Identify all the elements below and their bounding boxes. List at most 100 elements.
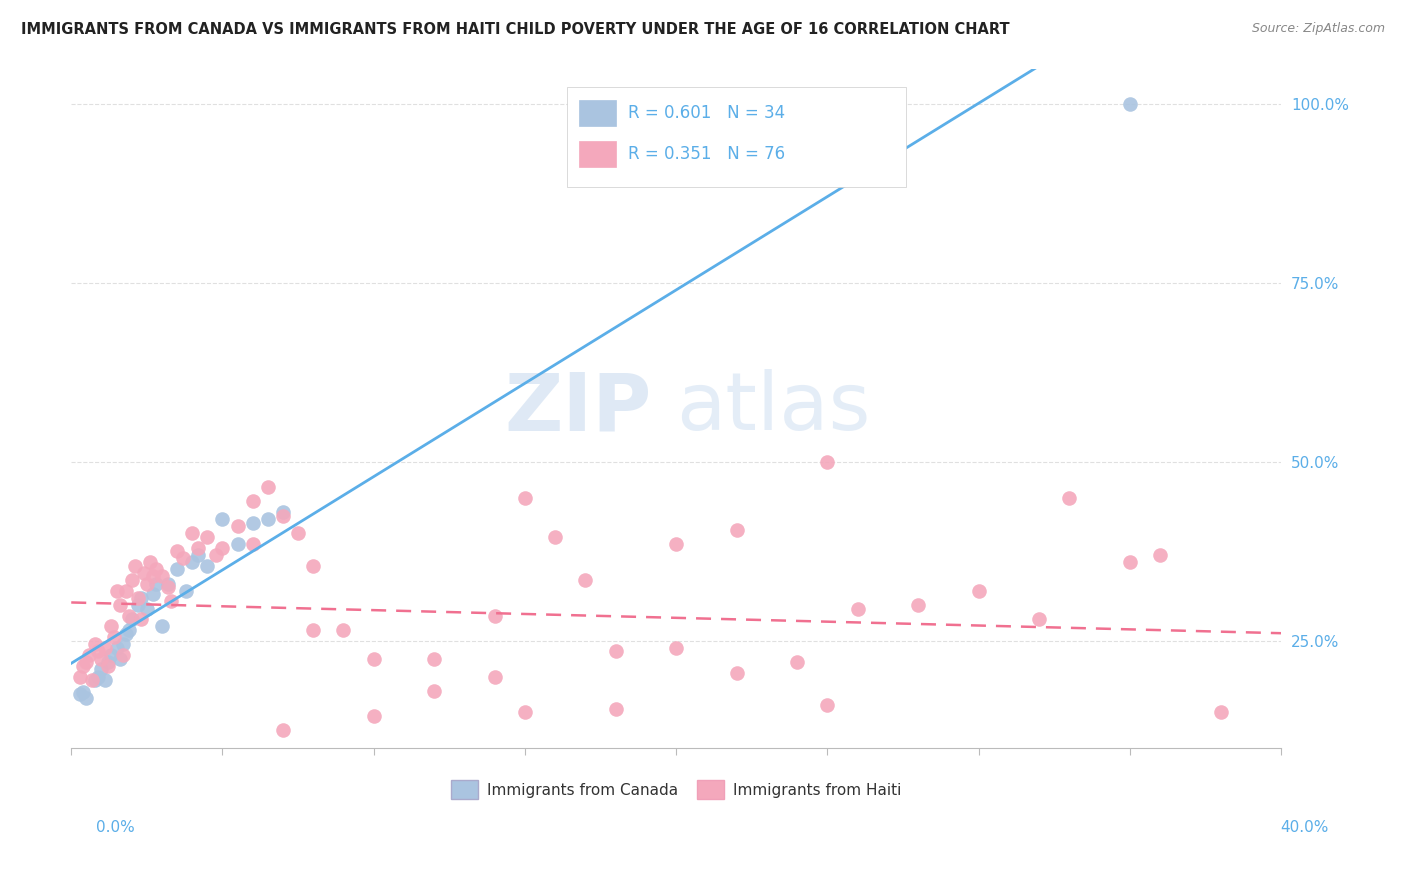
Point bbox=[103, 630, 125, 644]
Point bbox=[484, 669, 506, 683]
Point bbox=[145, 576, 167, 591]
Text: 0.0%: 0.0% bbox=[96, 821, 135, 835]
Point bbox=[187, 548, 209, 562]
Point bbox=[1028, 612, 1050, 626]
Point bbox=[605, 701, 627, 715]
Point bbox=[79, 648, 101, 662]
Point bbox=[135, 576, 157, 591]
Point bbox=[256, 480, 278, 494]
Point bbox=[302, 752, 325, 766]
Point bbox=[271, 723, 294, 738]
Point bbox=[725, 523, 748, 537]
Point bbox=[1119, 555, 1142, 569]
Point bbox=[135, 601, 157, 615]
Point bbox=[801, 112, 824, 126]
Legend: Immigrants from Canada, Immigrants from Haiti: Immigrants from Canada, Immigrants from … bbox=[444, 774, 908, 805]
Point bbox=[157, 576, 180, 591]
Point bbox=[226, 537, 249, 551]
Bar bbox=[579, 101, 616, 127]
Point bbox=[108, 598, 131, 612]
Point bbox=[90, 662, 112, 676]
Point bbox=[118, 608, 141, 623]
Point bbox=[127, 591, 149, 605]
Point bbox=[111, 637, 134, 651]
Point bbox=[907, 773, 929, 788]
Point bbox=[846, 601, 869, 615]
Point bbox=[100, 648, 122, 662]
Point bbox=[150, 569, 173, 583]
Point bbox=[160, 594, 183, 608]
Point bbox=[166, 562, 188, 576]
Point bbox=[195, 558, 218, 573]
Text: R = 0.601   N = 34: R = 0.601 N = 34 bbox=[627, 104, 785, 122]
Text: R = 0.351   N = 76: R = 0.351 N = 76 bbox=[627, 145, 785, 163]
Point bbox=[96, 658, 118, 673]
FancyBboxPatch shape bbox=[567, 87, 905, 187]
Point bbox=[132, 566, 155, 580]
Point bbox=[967, 583, 990, 598]
Point bbox=[271, 508, 294, 523]
Point bbox=[72, 658, 94, 673]
Point bbox=[187, 541, 209, 555]
Bar bbox=[579, 141, 616, 167]
Point bbox=[118, 623, 141, 637]
Point bbox=[513, 706, 536, 720]
Point bbox=[157, 580, 180, 594]
Text: atlas: atlas bbox=[676, 369, 870, 447]
Point bbox=[302, 558, 325, 573]
Point bbox=[815, 455, 838, 469]
Point bbox=[174, 583, 197, 598]
Point bbox=[90, 651, 112, 665]
Point bbox=[287, 526, 309, 541]
Point bbox=[226, 519, 249, 533]
Point bbox=[114, 583, 136, 598]
Point bbox=[82, 673, 104, 687]
Point bbox=[363, 651, 385, 665]
Point bbox=[1059, 491, 1081, 505]
Point bbox=[363, 709, 385, 723]
Point bbox=[1240, 773, 1263, 788]
Point bbox=[96, 655, 118, 669]
Point bbox=[114, 626, 136, 640]
Point bbox=[84, 637, 107, 651]
Point bbox=[256, 512, 278, 526]
Point bbox=[786, 655, 808, 669]
Point bbox=[84, 673, 107, 687]
Text: ZIP: ZIP bbox=[505, 369, 652, 447]
Point bbox=[907, 598, 929, 612]
Point bbox=[302, 623, 325, 637]
Point bbox=[205, 548, 228, 562]
Point bbox=[513, 491, 536, 505]
Point bbox=[69, 687, 91, 701]
Point bbox=[172, 551, 194, 566]
Point bbox=[725, 665, 748, 680]
Point bbox=[129, 591, 152, 605]
Point bbox=[145, 562, 167, 576]
Text: 40.0%: 40.0% bbox=[1281, 821, 1329, 835]
Point bbox=[108, 651, 131, 665]
Point bbox=[195, 530, 218, 544]
Point bbox=[93, 640, 115, 655]
Point bbox=[75, 690, 97, 705]
Text: Source: ZipAtlas.com: Source: ZipAtlas.com bbox=[1251, 22, 1385, 36]
Point bbox=[105, 640, 128, 655]
Point bbox=[242, 537, 264, 551]
Point bbox=[423, 651, 446, 665]
Point bbox=[121, 612, 143, 626]
Point bbox=[150, 619, 173, 633]
Point bbox=[124, 558, 146, 573]
Point bbox=[105, 583, 128, 598]
Point bbox=[211, 541, 233, 555]
Point bbox=[815, 698, 838, 712]
Point bbox=[665, 537, 688, 551]
Point bbox=[242, 494, 264, 508]
Point bbox=[127, 598, 149, 612]
Point bbox=[87, 644, 110, 658]
Point bbox=[1209, 706, 1232, 720]
Point bbox=[211, 512, 233, 526]
Point bbox=[1119, 97, 1142, 112]
Point bbox=[93, 673, 115, 687]
Point bbox=[181, 526, 204, 541]
Point bbox=[423, 683, 446, 698]
Point bbox=[87, 669, 110, 683]
